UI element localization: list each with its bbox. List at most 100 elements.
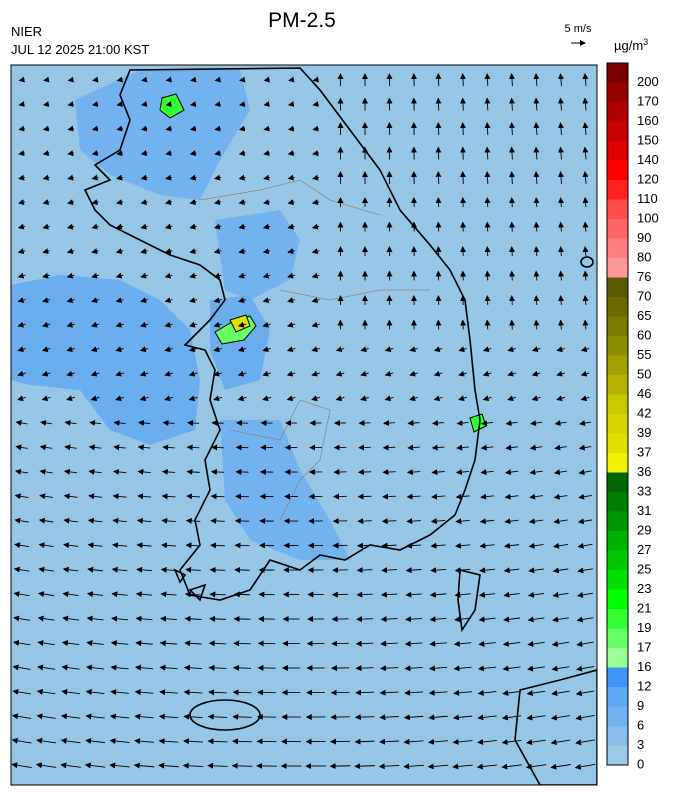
wind-arrow bbox=[17, 346, 26, 353]
wind-arrow bbox=[484, 295, 491, 306]
wind-arrow bbox=[407, 420, 420, 427]
wind-arrow bbox=[428, 714, 448, 721]
wind-arrow bbox=[533, 270, 540, 281]
colorbar-bin bbox=[607, 121, 628, 141]
wind-arrow bbox=[213, 248, 222, 255]
unit-exponent: 3 bbox=[643, 37, 648, 47]
wind-arrow bbox=[188, 346, 198, 353]
wind-arrow bbox=[41, 346, 51, 353]
wind-arrow bbox=[183, 713, 203, 720]
wind-arrow bbox=[557, 146, 564, 160]
wind-arrow bbox=[311, 370, 320, 377]
wind-arrow bbox=[17, 297, 26, 304]
colorbar-tick-label: 110 bbox=[637, 191, 658, 206]
wind-arrow bbox=[509, 197, 516, 208]
wind-arrow bbox=[91, 248, 99, 255]
wind-arrow bbox=[113, 419, 126, 426]
wind-arrow bbox=[36, 713, 56, 720]
wind-arrow bbox=[88, 468, 102, 475]
wind-arrow bbox=[456, 420, 469, 427]
wind-arrow bbox=[189, 272, 197, 279]
wind-arrow bbox=[382, 420, 396, 427]
wind-arrow bbox=[238, 150, 246, 157]
wind-arrow bbox=[182, 762, 204, 769]
wind-arrow bbox=[551, 665, 570, 672]
wind-arrow bbox=[116, 101, 123, 108]
wind-arrow bbox=[527, 616, 545, 623]
wind-arrow bbox=[431, 469, 445, 476]
wind-arrow bbox=[477, 689, 497, 696]
wind-arrow bbox=[158, 713, 179, 720]
wind-arrow bbox=[66, 223, 75, 230]
wind-arrow bbox=[508, 146, 515, 160]
wind-arrow bbox=[133, 762, 155, 769]
wind-arrow bbox=[557, 171, 564, 185]
wind-arrow bbox=[552, 567, 569, 574]
wind-arrow bbox=[558, 295, 565, 306]
wind-arrow bbox=[18, 125, 25, 132]
wind-arrow bbox=[86, 591, 104, 598]
wind-arrow bbox=[476, 763, 498, 770]
colorbar-bin bbox=[607, 141, 628, 161]
wind-arrow bbox=[116, 76, 123, 83]
wind-arrow bbox=[484, 171, 491, 185]
wind-arrow bbox=[311, 223, 320, 230]
wind-arrow bbox=[213, 395, 223, 402]
wind-arrow bbox=[67, 101, 74, 108]
wind-arrow bbox=[61, 640, 80, 647]
map-background bbox=[11, 65, 597, 785]
wind-arrow bbox=[62, 591, 79, 598]
wind-arrow bbox=[287, 272, 295, 279]
wind-arrow bbox=[42, 272, 50, 279]
wind-arrow bbox=[403, 738, 424, 745]
wind-arrow bbox=[360, 346, 369, 353]
wind-arrow bbox=[186, 444, 200, 451]
wind-arrow bbox=[357, 518, 372, 525]
wind-arrow bbox=[551, 690, 570, 697]
wind-arrow bbox=[576, 641, 594, 648]
wind-arrow bbox=[335, 346, 345, 353]
wind-arrow bbox=[380, 591, 398, 598]
wind-arrow bbox=[214, 150, 221, 157]
wind-arrow bbox=[384, 395, 394, 402]
wind-arrow bbox=[531, 395, 541, 402]
colorbar-tick-label: 23 bbox=[637, 581, 651, 596]
wind-arrow bbox=[140, 199, 148, 206]
wind-arrow bbox=[162, 419, 175, 426]
wind-arrow bbox=[185, 542, 201, 549]
wind-arrow bbox=[159, 689, 178, 696]
wind-arrow bbox=[452, 738, 473, 745]
wind-arrow bbox=[158, 762, 179, 769]
wind-arrow bbox=[63, 493, 78, 500]
wind-arrow bbox=[62, 566, 79, 573]
wind-arrow bbox=[116, 125, 123, 132]
wind-arrow bbox=[484, 319, 491, 330]
wind-arrow bbox=[115, 395, 125, 402]
wind-arrow bbox=[360, 395, 370, 402]
wind-arrow bbox=[66, 321, 75, 328]
wind-arrow bbox=[354, 714, 375, 721]
wind-arrow bbox=[558, 197, 565, 208]
wind-arrow bbox=[553, 493, 568, 500]
wind-arrow bbox=[378, 738, 400, 745]
wind-arrow bbox=[381, 567, 397, 574]
wind-arrow bbox=[501, 714, 522, 721]
wind-arrow bbox=[356, 567, 373, 574]
wind-arrow bbox=[112, 517, 127, 524]
wind-arrow bbox=[286, 346, 296, 353]
wind-arrow bbox=[582, 270, 589, 281]
wind-arrow bbox=[533, 73, 540, 87]
wind-arrow bbox=[380, 616, 398, 623]
colorbar-frame bbox=[606, 62, 629, 766]
colorbar-tick-label: 160 bbox=[637, 113, 659, 128]
wind-arrow bbox=[238, 223, 246, 230]
wind-arrow bbox=[504, 493, 519, 500]
wind-arrow bbox=[576, 591, 594, 598]
wind-arrow bbox=[17, 321, 26, 328]
wind-arrow bbox=[287, 199, 295, 206]
wind-arrow bbox=[41, 321, 51, 328]
wind-arrow bbox=[262, 248, 271, 255]
wind-arrow bbox=[13, 591, 30, 598]
wind-arrow bbox=[17, 199, 26, 206]
colorbar-tick-label: 140 bbox=[637, 152, 659, 167]
